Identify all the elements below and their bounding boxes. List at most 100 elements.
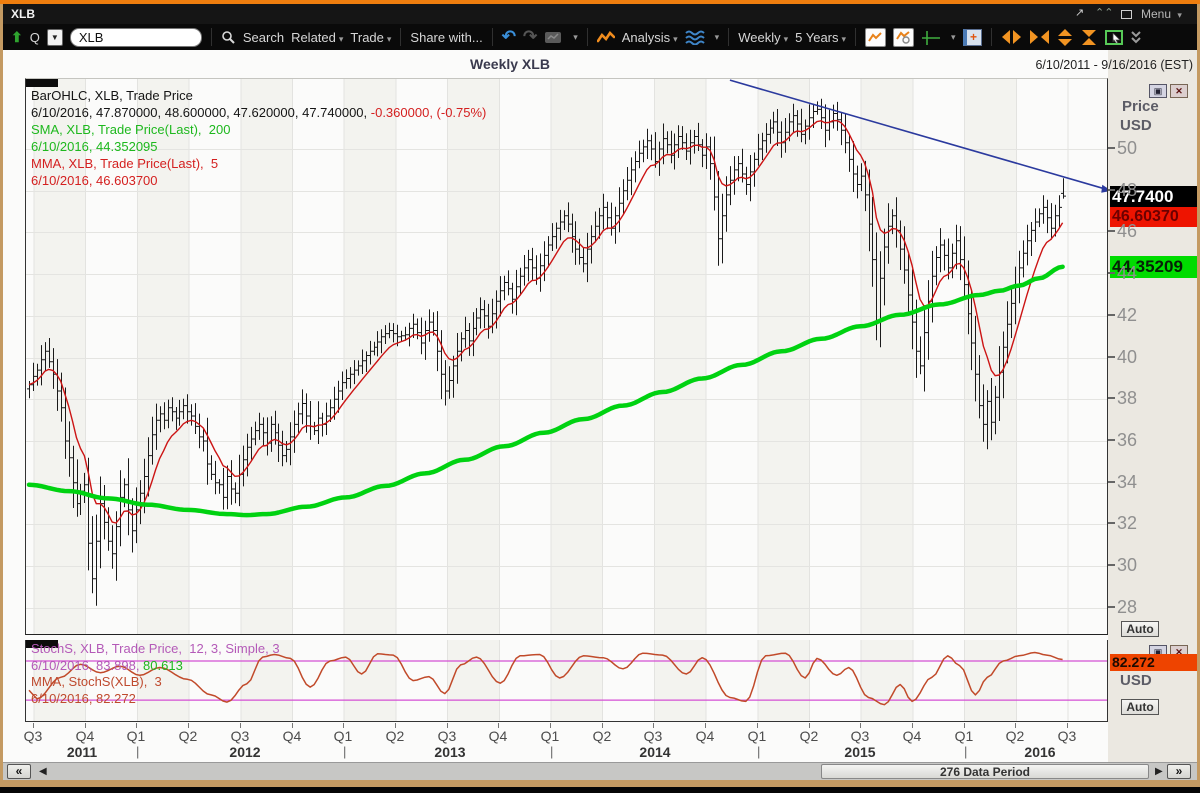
symbol-dropdown-button[interactable]: ▼ [46,28,63,46]
related-menu[interactable]: Related ▾ [291,29,344,45]
price-tick-label: 30 [1117,555,1138,575]
legend-line: 6/10/2016, 47.870000, 48.600000, 47.6200… [31,105,487,120]
time-tick-mark [33,723,34,728]
stochastics-panel[interactable]: StochS, XLB, Trade Price, 12, 3, Simple,… [25,640,1108,722]
new-chart-button[interactable] [865,27,887,47]
quarter-label: Q3 [230,728,250,744]
price-tick-label: 34 [1117,472,1138,492]
periodicity-menu[interactable]: Weekly ▾ [738,29,789,45]
legend-line: MMA, StochS(XLB), 3 [31,674,162,689]
redo-icon[interactable]: ↷ [522,27,538,46]
price-chart-panel[interactable]: BarOHLC, XLB, Trade Price 6/10/2016, 47.8… [25,78,1108,635]
price-axis-title: Price [1122,98,1159,115]
stoch-auto-scale-button[interactable]: Auto [1121,699,1159,715]
data-scrollbar[interactable]: « ◀ 276 Data Period ▶ » [3,762,1197,780]
legend-line: 6/10/2016, 44.352095 [31,139,158,154]
quarter-label: Q2 [178,728,198,744]
scroll-right-icon[interactable]: ▶ [1155,766,1163,777]
analysis-zigzag-icon [596,30,615,42]
time-tick-mark [1015,723,1016,728]
waves-icon[interactable] [684,29,705,45]
popout-icon[interactable]: ↗ [1075,7,1085,19]
trade-menu[interactable]: Trade ▾ [350,29,392,45]
quarter-label: Q3 [1057,728,1077,744]
scroll-left-icon[interactable]: ◀ [39,766,47,777]
quarter-label: Q1 [126,728,146,744]
collapse-horizontal-icon[interactable] [1029,29,1050,45]
price-tick-label: 46 [1117,221,1138,241]
expand-horizontal-icon[interactable] [1001,29,1022,45]
scrollbar-thumb[interactable]: 276 Data Period [821,764,1149,779]
panel-handle[interactable] [26,79,58,87]
price-tick-label: 44 [1117,263,1138,283]
quote-button[interactable]: Q [29,29,40,45]
year-label: 2011 [66,744,98,760]
chart-preview-button[interactable] [893,27,915,47]
range-menu[interactable]: 5 Years ▾ [795,29,847,45]
divider [855,28,857,46]
search-button[interactable]: Search [242,29,285,45]
price-tick-mark [1108,606,1115,608]
price-tick-mark [1108,522,1115,524]
panel-handle[interactable] [26,640,58,648]
price-tick-label: 48 [1117,180,1138,200]
year-separator: | [136,744,140,759]
window-border [0,780,1200,787]
chevron-down-icon[interactable]: ▾ [573,31,578,42]
divider [491,28,493,46]
stochastics-legend: StochS, XLB, Trade Price, 12, 3, Simple,… [31,641,280,707]
window-title: XLB [11,7,35,21]
scroll-far-right-button[interactable]: » [1167,764,1191,779]
up-arrow-icon[interactable]: ⬆ [11,28,23,45]
time-tick-mark [705,723,706,728]
time-tick-mark [964,723,965,728]
quarter-label: Q2 [592,728,612,744]
last-price-label: 47.7400 [1110,186,1197,207]
time-tick-mark [550,723,551,728]
quarter-label: Q4 [282,728,302,744]
quarter-label: Q2 [1005,728,1025,744]
quarter-label: Q1 [540,728,560,744]
expand-vertical-icon[interactable] [1057,28,1074,46]
price-chart-canvas[interactable] [26,79,1107,634]
price-auto-scale-button[interactable]: Auto [1121,621,1159,637]
time-tick-mark [292,723,293,728]
year-separator: | [550,744,554,759]
price-tick-label: 50 [1117,138,1138,158]
legend-line: 6/10/2016, 83.898, 80.613 [31,657,183,673]
hourglass-icon[interactable] [1081,29,1098,46]
window-border [0,4,3,786]
stoch-value-label: 82.272 [1110,654,1197,671]
scroll-far-left-button[interactable]: « [7,764,31,779]
chevron-down-icon[interactable]: ▾ [951,31,956,42]
quarter-label: Q3 [437,728,457,744]
add-panel-icon[interactable]: + [962,28,982,46]
price-tick-mark [1108,189,1115,191]
stoch-axis-unit: USD [1120,672,1152,689]
title-bar[interactable]: XLB ↗ ⌃⌃ Menu ▾ [3,4,1197,24]
year-label: 2015 [844,744,876,760]
analysis-menu[interactable]: Analysis ▾ [621,29,678,45]
quarter-label: Q4 [695,728,715,744]
chevron-down-icon[interactable]: ▾ [714,31,720,42]
restore-icon[interactable] [1121,10,1132,19]
share-with-button[interactable]: Share with... [410,29,483,45]
undo-icon[interactable]: ↶ [501,27,516,46]
legend-line: 6/10/2016, 46.603700 [31,173,158,188]
crosshair-line-icon[interactable] [921,29,941,46]
menu-button[interactable]: Menu ▾ [1141,7,1182,21]
chevron-down-icon: ▾ [783,33,789,44]
chevron-down-icon: ▾ [841,33,847,44]
more-tools-icon[interactable] [1130,30,1143,44]
mma-price-label: 46.60370 [1110,207,1197,227]
divider [400,28,402,46]
collapse-up-icon[interactable]: ⌃⌃ [1095,7,1114,19]
selection-tool-icon[interactable] [1104,29,1123,45]
minimize-panel-icon[interactable]: ▣ [1149,84,1167,98]
symbol-input[interactable] [69,27,202,47]
divider [586,28,588,46]
load-chart-icon[interactable] [544,30,563,44]
stochastics-canvas[interactable] [26,640,1107,721]
close-panel-icon[interactable]: ✕ [1170,84,1188,98]
